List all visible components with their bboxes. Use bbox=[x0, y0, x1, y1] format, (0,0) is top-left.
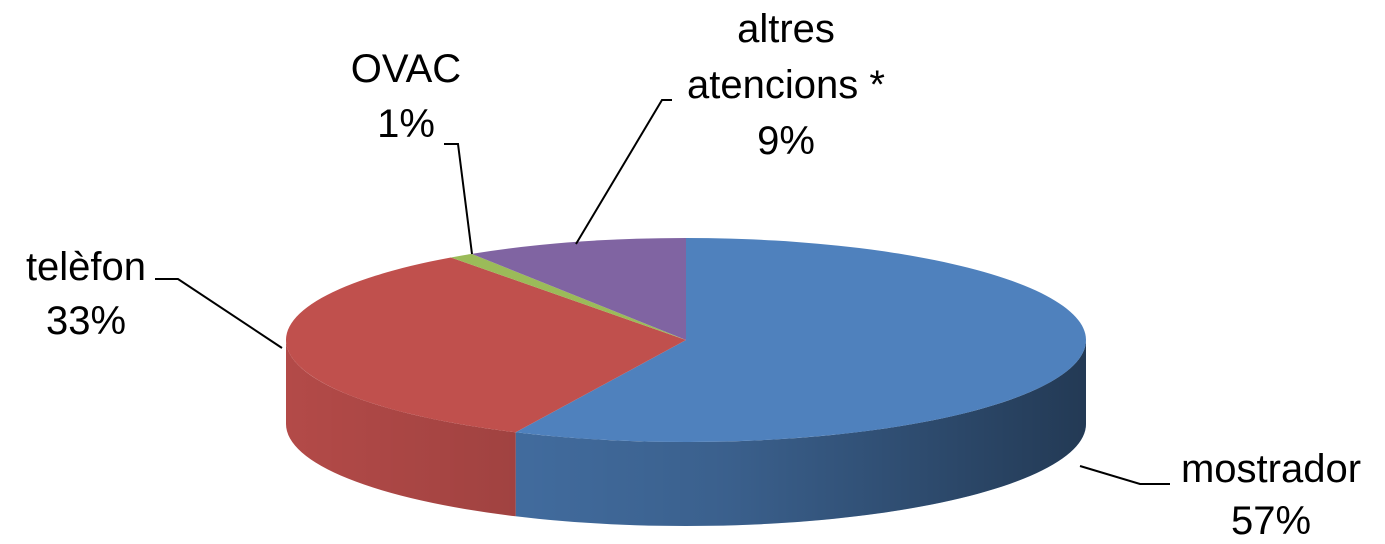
label-ovac: OVAC 1% bbox=[351, 47, 473, 255]
pie-slice-altres-atencions bbox=[471, 238, 686, 340]
leader-line bbox=[1079, 465, 1170, 485]
leader-line bbox=[155, 278, 283, 349]
pie-labels: mostrador 57% telèfon 33% OVAC 1% altres atenci… bbox=[26, 7, 1361, 543]
slice-category-label: atencions * bbox=[687, 63, 885, 107]
leader-line bbox=[575, 99, 672, 245]
label-mostrador: mostrador 57% bbox=[1079, 447, 1361, 543]
label-telefon: telèfon 33% bbox=[26, 245, 283, 349]
leader-line bbox=[444, 143, 473, 255]
slice-value-label: 57% bbox=[1231, 499, 1311, 543]
slice-category-label: altres bbox=[737, 7, 835, 51]
slice-category-label: OVAC bbox=[351, 47, 461, 91]
slice-value-label: 1% bbox=[377, 102, 435, 146]
pie-slice-mostrador bbox=[515, 238, 1086, 442]
pie-slice-ovac bbox=[450, 253, 686, 340]
pie-slice-telefon bbox=[285, 257, 686, 433]
label-altres-atencions: altres atencions * 9% bbox=[575, 7, 885, 245]
slice-value-label: 33% bbox=[46, 299, 126, 343]
pie-tops bbox=[285, 238, 1086, 442]
slice-category-label: mostrador bbox=[1181, 447, 1361, 491]
slice-value-label: 9% bbox=[757, 119, 815, 163]
slice-category-label: telèfon bbox=[26, 245, 146, 289]
